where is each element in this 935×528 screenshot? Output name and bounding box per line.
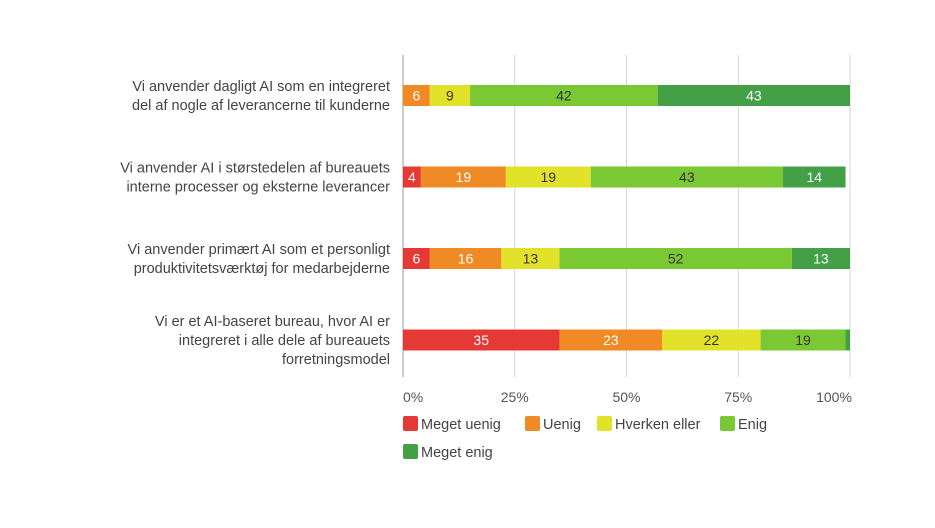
data-label: 14 xyxy=(806,169,822,185)
data-label: 13 xyxy=(813,251,829,267)
bar-segment xyxy=(590,166,783,188)
x-tick-label: 100% xyxy=(816,389,852,405)
data-label: 19 xyxy=(795,332,811,348)
bar-segment xyxy=(403,248,430,269)
bar-segment xyxy=(760,329,846,351)
bar-segment xyxy=(420,166,506,188)
category-label: Vi anvender primært AI som et personligt xyxy=(128,242,390,258)
data-label: 42 xyxy=(556,88,572,104)
data-label: 35 xyxy=(473,332,489,348)
data-label: 43 xyxy=(746,88,762,104)
bar-segment xyxy=(403,85,430,106)
category-label: interne processer og eksterne leverancer xyxy=(126,180,390,196)
x-tick-label: 75% xyxy=(724,389,752,405)
data-label: 19 xyxy=(540,169,556,185)
bar-segment xyxy=(662,329,761,351)
x-tick-label: 0% xyxy=(403,389,423,405)
legend-label: Meget enig xyxy=(421,445,493,461)
data-label: 22 xyxy=(704,332,720,348)
legend-label: Uenig xyxy=(543,417,581,433)
data-label: 6 xyxy=(413,251,421,267)
data-label: 9 xyxy=(446,88,454,104)
bar-segment xyxy=(429,85,471,106)
bar-segment xyxy=(782,166,846,188)
category-label: Vi anvender dagligt AI som en integreret xyxy=(132,79,390,95)
data-label: 13 xyxy=(523,251,539,267)
data-label: 4 xyxy=(408,169,416,185)
category-label: del af nogle af leverancerne til kundern… xyxy=(132,98,390,114)
x-tick-label: 50% xyxy=(612,389,640,405)
x-tick-label: 25% xyxy=(501,389,529,405)
bar-segment xyxy=(657,85,850,106)
bar-segment xyxy=(505,166,591,188)
data-label: 19 xyxy=(456,169,472,185)
bar-segment xyxy=(403,329,560,351)
category-label: integreret i alle dele af bureauets xyxy=(179,333,390,349)
data-label: 6 xyxy=(413,88,421,104)
bar-segment xyxy=(429,248,502,269)
bar-segment xyxy=(501,248,560,269)
bar-segment xyxy=(559,329,663,351)
bar-segment xyxy=(470,85,658,106)
bar-segment xyxy=(791,248,850,269)
data-label: 23 xyxy=(603,332,619,348)
legend-label: Meget uenig xyxy=(421,417,501,433)
bar-segment xyxy=(845,329,850,351)
data-label: 43 xyxy=(679,169,695,185)
legend-label: Enig xyxy=(738,417,767,433)
legend-swatch xyxy=(403,416,418,431)
category-label: Vi anvender AI i størstedelen af bureaue… xyxy=(120,161,390,177)
legend-swatch xyxy=(403,444,418,459)
category-label: produktivitetsværktøj for medarbejderne xyxy=(134,261,390,277)
legend-swatch xyxy=(597,416,612,431)
data-label: 16 xyxy=(458,251,474,267)
category-label: Vi er et AI-baseret bureau, hvor AI er xyxy=(155,314,390,330)
data-label: 52 xyxy=(668,251,684,267)
legend-swatch xyxy=(525,416,540,431)
bar-segment xyxy=(403,166,421,188)
legend-swatch xyxy=(720,416,735,431)
category-label: forretningsmodel xyxy=(282,352,390,368)
bar-segment xyxy=(559,248,792,269)
legend-label: Hverken eller xyxy=(615,417,701,433)
